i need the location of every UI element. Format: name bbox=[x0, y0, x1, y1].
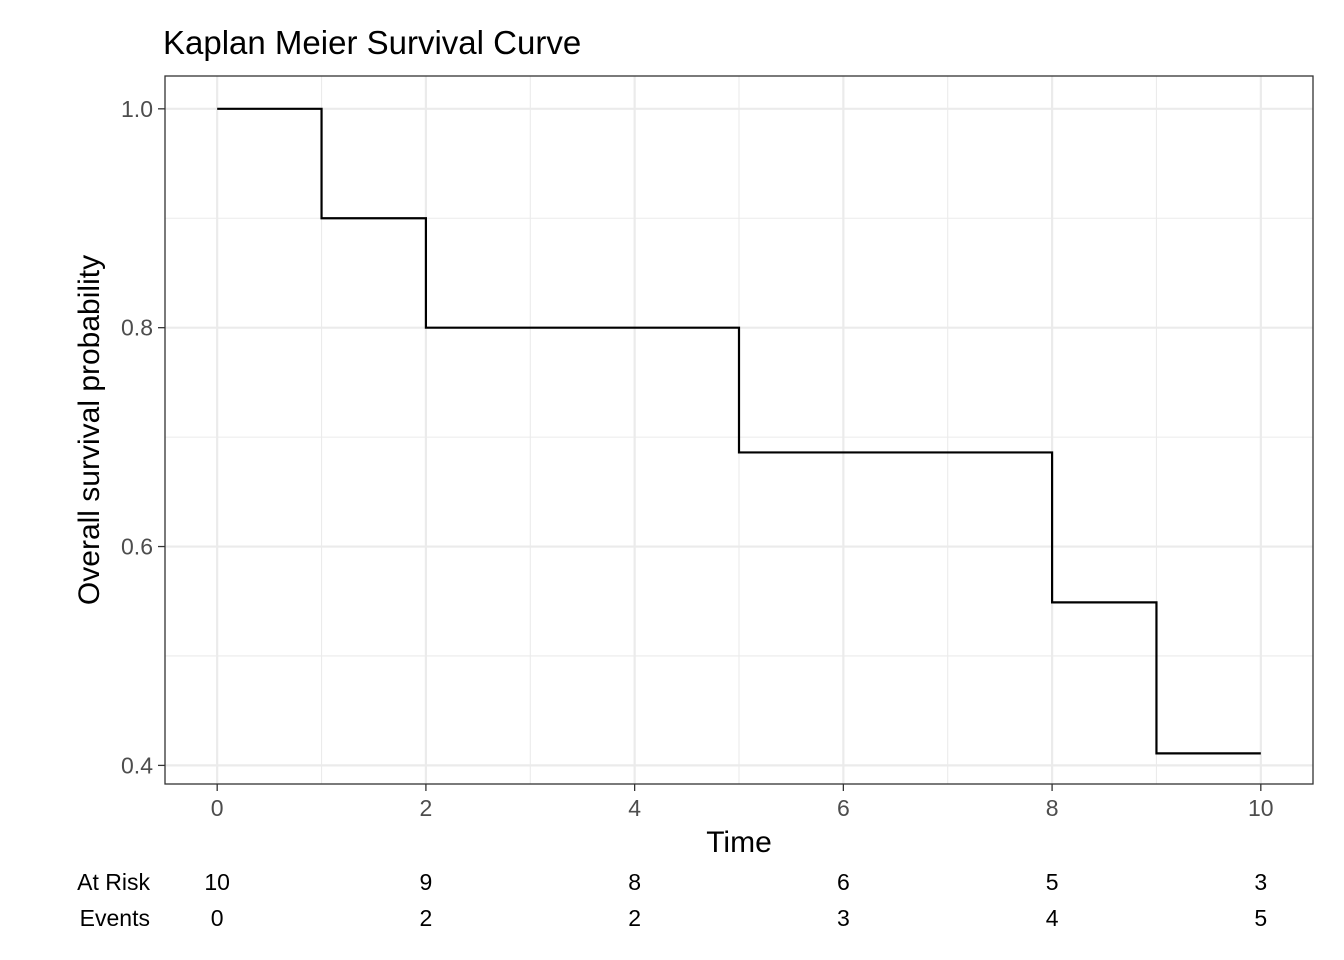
y-tick-label: 0.6 bbox=[121, 534, 153, 560]
x-axis-title: Time bbox=[706, 826, 772, 859]
chart-title: Kaplan Meier Survival Curve bbox=[163, 24, 581, 61]
risk-table-cell: 5 bbox=[1046, 869, 1059, 895]
x-tick-label: 0 bbox=[211, 795, 224, 821]
x-tick-label: 6 bbox=[837, 795, 850, 821]
risk-table-cell: 3 bbox=[837, 905, 850, 931]
survival-step-line bbox=[217, 107, 1261, 755]
x-tick-label: 4 bbox=[628, 795, 641, 821]
risk-table-cell: 4 bbox=[1046, 905, 1059, 931]
risk-table-cell: 10 bbox=[204, 869, 230, 895]
plot-panel-border bbox=[164, 75, 1314, 785]
x-tick-label: 2 bbox=[420, 795, 433, 821]
risk-table-cell: 5 bbox=[1254, 905, 1267, 931]
risk-table-row-label: At Risk bbox=[77, 869, 150, 895]
y-axis: 0.4 0.6 0.8 1.0 bbox=[121, 96, 165, 778]
risk-table-cell: 2 bbox=[420, 905, 433, 931]
risk-table-cell: 2 bbox=[628, 905, 641, 931]
curve-layer bbox=[217, 107, 1261, 755]
risk-table-cell: 6 bbox=[837, 869, 850, 895]
risk-table-cell: 8 bbox=[628, 869, 641, 895]
risk-table-cell: 9 bbox=[420, 869, 433, 895]
x-tick-label: 8 bbox=[1046, 795, 1059, 821]
risk-table-cell: 3 bbox=[1254, 869, 1267, 895]
risk-table-cell: 0 bbox=[211, 905, 224, 931]
y-tick-label: 1.0 bbox=[121, 96, 153, 122]
risk-table: At Risk 10 9 8 6 5 3 Events 0 2 2 3 4 5 bbox=[77, 869, 1267, 931]
risk-table-row-label: Events bbox=[80, 905, 150, 931]
y-axis-title: Overall survival probability bbox=[73, 255, 106, 605]
y-tick-label: 0.8 bbox=[121, 315, 153, 341]
y-tick-label: 0.4 bbox=[121, 752, 153, 778]
x-tick-label: 10 bbox=[1248, 795, 1274, 821]
x-axis: 0 2 4 6 8 10 bbox=[211, 784, 1274, 821]
